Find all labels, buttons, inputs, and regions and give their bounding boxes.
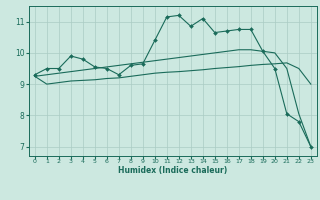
X-axis label: Humidex (Indice chaleur): Humidex (Indice chaleur) (118, 166, 228, 175)
